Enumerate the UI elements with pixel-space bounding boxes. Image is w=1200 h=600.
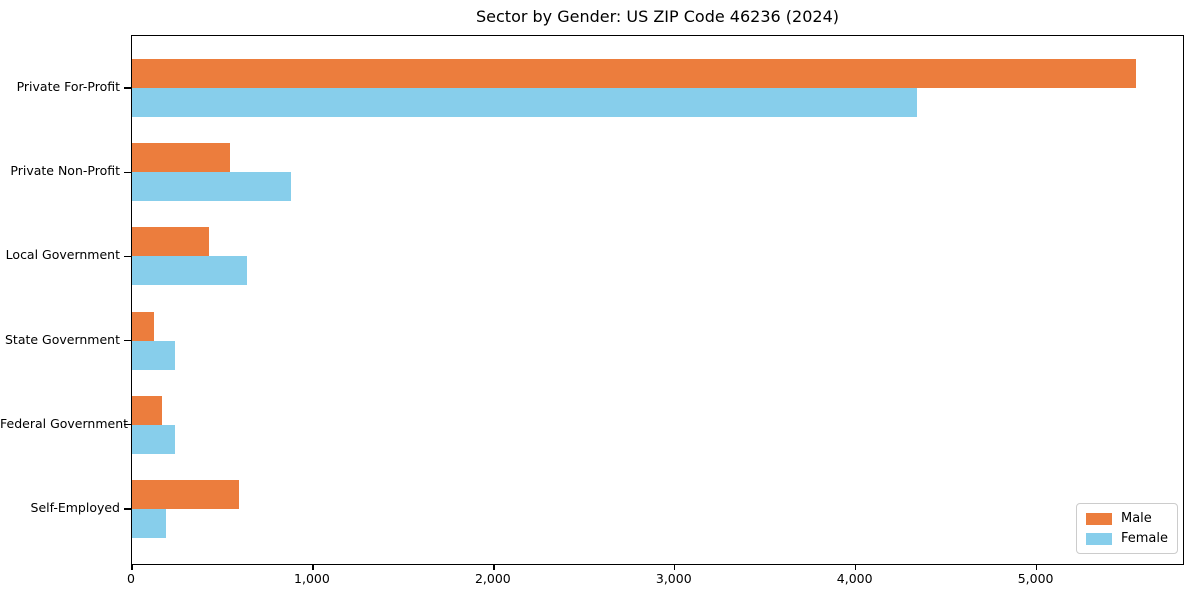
- x-label-1000: 1,000: [294, 571, 330, 586]
- x-label-2000: 2,000: [474, 571, 511, 586]
- bar-private-non-profit-female: [132, 172, 292, 202]
- x-label-3000: 3,000: [655, 571, 692, 586]
- x-label-4000: 4,000: [836, 571, 873, 586]
- x-tick-4000: [855, 564, 857, 570]
- y-label-federal-government: Federal Government: [0, 415, 129, 431]
- bar-self-employed-male: [132, 480, 239, 509]
- y-axis-labels: Private For-Profit Private Non-Profit Loca…: [0, 35, 129, 565]
- y-tick-private-non-profit: [124, 171, 131, 173]
- y-label-local-government: Local Government: [5, 247, 120, 263]
- bar-federal-government-female: [132, 424, 176, 454]
- bar-local-government-female: [132, 256, 247, 286]
- legend: Male Female: [1075, 503, 1178, 554]
- bar-state-government-male: [132, 311, 154, 341]
- legend-entry-female: Female: [1085, 531, 1168, 546]
- legend-label-female: Female: [1120, 531, 1168, 546]
- y-label-private-non-profit: Private Non-Profit: [10, 163, 120, 179]
- x-tick-0: [131, 564, 133, 570]
- y-tick-local-government: [124, 255, 131, 258]
- x-label-0: 0: [127, 571, 135, 586]
- bar-state-government-female: [132, 340, 176, 370]
- y-tick-private-for-profit: [124, 87, 131, 89]
- bar-private-non-profit-male: [132, 143, 230, 173]
- x-tick-5000: [1035, 564, 1038, 570]
- y-label-self-employed: Self-Employed: [30, 500, 120, 515]
- bar-self-employed-female: [132, 509, 167, 538]
- y-label-private-for-profit: Private For-Profit: [16, 79, 120, 94]
- bar-private-for-profit-female: [132, 88, 918, 117]
- chart-title: Sector by Gender: US ZIP Code 46236 (202…: [476, 7, 839, 26]
- plot-area: Male Female: [124, 35, 1184, 570]
- legend-swatch-male: [1085, 512, 1112, 525]
- legend-swatch-female: [1085, 532, 1112, 545]
- x-tick-2000: [493, 564, 495, 570]
- x-axis-labels: 0 1,000 2,000 3,000 4,000 5,000: [127, 571, 1184, 591]
- bar-private-for-profit-male: [132, 59, 1137, 88]
- x-tick-3000: [674, 564, 676, 570]
- bar-federal-government-male: [132, 395, 162, 425]
- y-tick-federal-government: [124, 424, 131, 426]
- y-label-state-government: State Government: [4, 331, 120, 347]
- x-tick-1000: [312, 564, 314, 570]
- x-label-5000: 5,000: [1017, 571, 1054, 586]
- legend-entry-male: Male: [1085, 511, 1168, 526]
- y-tick-state-government: [124, 339, 131, 342]
- legend-label-male: Male: [1120, 511, 1152, 526]
- bar-local-government-male: [132, 227, 209, 257]
- y-tick-self-employed: [124, 508, 131, 510]
